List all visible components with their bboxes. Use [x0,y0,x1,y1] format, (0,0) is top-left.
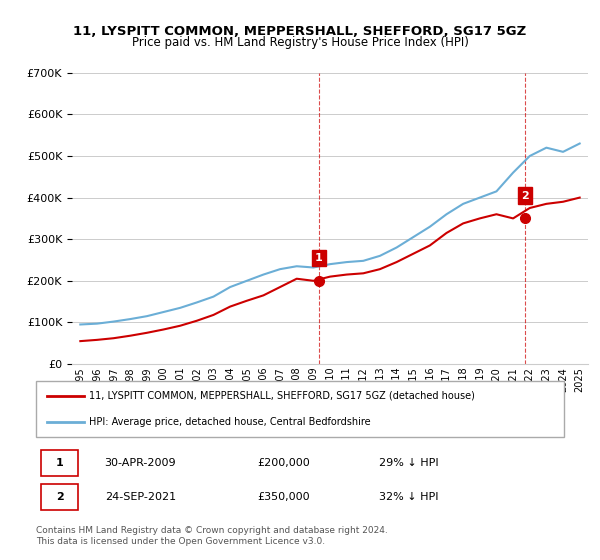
Text: 2: 2 [521,190,529,200]
FancyBboxPatch shape [36,381,564,437]
Text: 1: 1 [56,458,64,468]
Text: 1: 1 [315,253,323,263]
Text: Price paid vs. HM Land Registry's House Price Index (HPI): Price paid vs. HM Land Registry's House … [131,36,469,49]
Text: 11, LYSPITT COMMON, MEPPERSHALL, SHEFFORD, SG17 5GZ (detached house): 11, LYSPITT COMMON, MEPPERSHALL, SHEFFOR… [89,391,475,401]
Text: 24-SEP-2021: 24-SEP-2021 [104,492,176,502]
Text: 2: 2 [56,492,64,502]
FancyBboxPatch shape [41,484,78,510]
Text: £200,000: £200,000 [258,458,311,468]
Text: 30-APR-2009: 30-APR-2009 [104,458,176,468]
Text: HPI: Average price, detached house, Central Bedfordshire: HPI: Average price, detached house, Cent… [89,417,370,427]
Text: 32% ↓ HPI: 32% ↓ HPI [379,492,439,502]
Text: Contains HM Land Registry data © Crown copyright and database right 2024.
This d: Contains HM Land Registry data © Crown c… [36,526,388,546]
FancyBboxPatch shape [41,450,78,476]
Text: £350,000: £350,000 [258,492,310,502]
Text: 11, LYSPITT COMMON, MEPPERSHALL, SHEFFORD, SG17 5GZ: 11, LYSPITT COMMON, MEPPERSHALL, SHEFFOR… [73,25,527,38]
Text: 29% ↓ HPI: 29% ↓ HPI [379,458,439,468]
